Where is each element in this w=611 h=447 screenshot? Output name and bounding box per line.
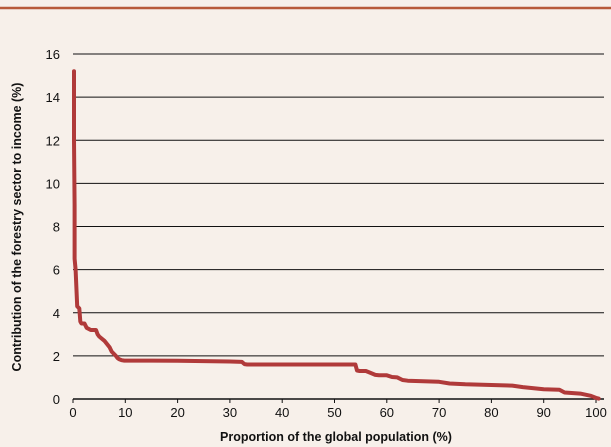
- x-tick-label: 50: [327, 405, 341, 420]
- y-tick-label: 4: [53, 306, 60, 321]
- x-tick-label: 60: [380, 405, 394, 420]
- grid-lines: [73, 53, 604, 400]
- series-layer: [72, 69, 601, 401]
- x-tick-label: 10: [118, 405, 132, 420]
- x-tick-label: 90: [536, 405, 550, 420]
- y-tick-label: 8: [53, 220, 60, 235]
- y-tick-label: 10: [46, 176, 60, 191]
- y-tick-label: 12: [46, 133, 60, 148]
- x-tick-labels: 0 10 20 30 40 50 60 70 80 90 100: [69, 405, 606, 420]
- x-tick-label: 40: [275, 405, 289, 420]
- y-tick-label: 6: [53, 263, 60, 278]
- y-tick-labels: 0 2 4 6 8 10 12 14 16: [46, 47, 60, 407]
- x-tick-label: 70: [432, 405, 446, 420]
- y-tick-label: 14: [46, 90, 60, 105]
- y-tick-label: 2: [53, 349, 60, 364]
- y-axis-title: Contribution of the forestry sector to i…: [10, 83, 24, 372]
- y-tick-label: 0: [53, 392, 60, 407]
- x-axis-title: Proportion of the global population (%): [220, 430, 452, 444]
- y-tick-label: 16: [46, 47, 60, 62]
- x-tick-label: 100: [585, 405, 607, 420]
- x-tick-marks: [72, 399, 597, 403]
- series-line-0: [72, 69, 601, 401]
- x-tick-label: 80: [484, 405, 498, 420]
- x-tick-label: 0: [69, 405, 76, 420]
- x-tick-label: 20: [170, 405, 184, 420]
- x-tick-label: 30: [223, 405, 237, 420]
